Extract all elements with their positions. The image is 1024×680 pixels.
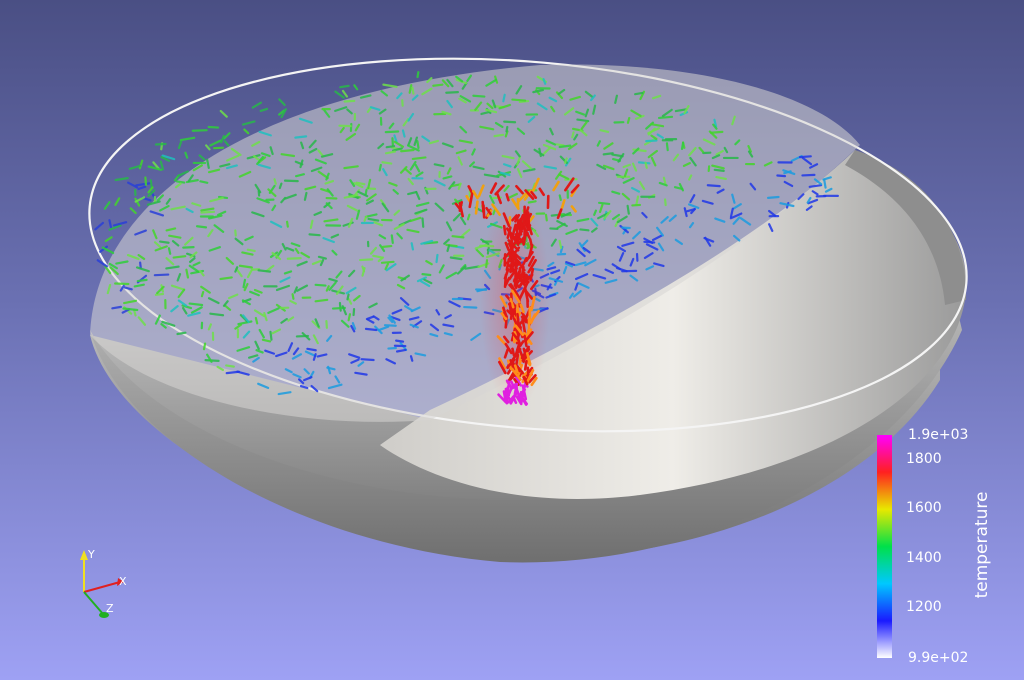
colorbar-max-label: 1.9e+03 [908,427,969,443]
orientation-axes [80,550,124,618]
colorbar-title: temperature [972,491,992,599]
temperature-colorbar [877,435,892,658]
bowl-inner-surface [380,150,967,499]
colorbar-tick-1200: 1200 [906,599,942,615]
axis-x-label: X [119,575,127,588]
colorbar-min-label: 9.9e+02 [908,650,969,666]
colorbar-tick-1600: 1600 [906,500,942,516]
axis-z-label: Z [106,602,114,615]
bowl-rim [88,57,968,433]
colorbar-tick-1400: 1400 [906,550,942,566]
hot-plume-glyphs [454,177,580,406]
axis-y-label: Y [88,548,95,561]
colorbar-tick-1800: 1800 [906,451,942,467]
